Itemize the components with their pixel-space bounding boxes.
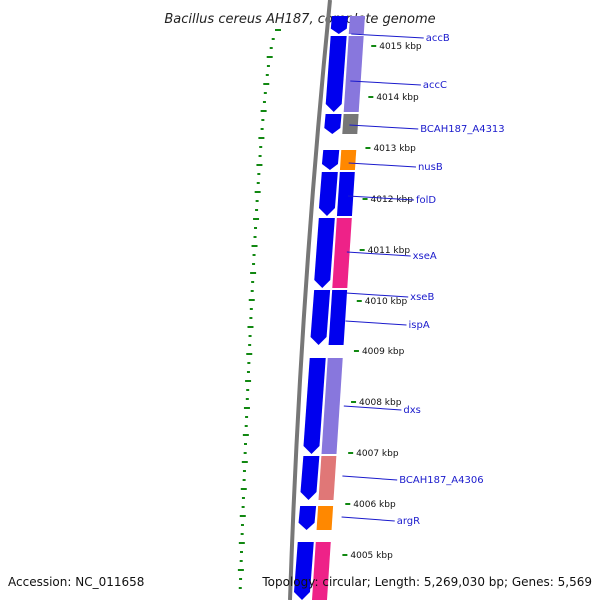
gene-leader-line bbox=[346, 251, 411, 257]
cds-arrow bbox=[314, 218, 335, 288]
cds-arrow bbox=[298, 506, 317, 530]
cds-arrow bbox=[330, 16, 348, 34]
gene-label: BCAH187_A4313 bbox=[420, 124, 504, 135]
feature-box bbox=[332, 218, 352, 288]
gene-leader-line bbox=[341, 516, 395, 522]
gene-label: folD bbox=[416, 195, 436, 206]
cds-arrow bbox=[294, 542, 314, 600]
gc-dotted-ring bbox=[237, 29, 281, 589]
gene-track bbox=[294, 16, 365, 600]
map-title: Bacillus cereus AH187, complete genome bbox=[164, 12, 435, 27]
gene-label: xseA bbox=[413, 251, 437, 262]
cds-arrow bbox=[325, 36, 347, 112]
kbp-ticks: 4015 kbp 4014 kbp 4013 kbp 4012 kbp 4011 kbp… bbox=[342, 42, 422, 561]
gene-label: BCAH187_A4306 bbox=[399, 475, 483, 486]
feature-box bbox=[336, 172, 355, 216]
gene-label: accB bbox=[426, 33, 450, 44]
gene-leader-line bbox=[348, 162, 417, 168]
feature-box bbox=[316, 506, 334, 530]
gene-leader-line bbox=[350, 80, 421, 86]
kbp-tick-label: 4008 kbp bbox=[359, 398, 402, 408]
cds-arrow bbox=[318, 172, 338, 216]
kbp-tick-label: 4011 kbp bbox=[368, 246, 411, 256]
kbp-tick-label: 4010 kbp bbox=[365, 297, 408, 307]
cds-arrow bbox=[300, 456, 320, 500]
feature-box bbox=[328, 290, 348, 345]
kbp-tick-label: 4012 kbp bbox=[371, 195, 414, 205]
kbp-tick-label: 4014 kbp bbox=[376, 93, 419, 103]
feature-box bbox=[312, 542, 331, 600]
feature-box bbox=[348, 16, 365, 34]
gene-label: xseB bbox=[410, 292, 434, 303]
cds-arrow bbox=[310, 290, 331, 345]
feature-box bbox=[318, 456, 337, 500]
kbp-tick-label: 4007 kbp bbox=[356, 449, 399, 459]
feature-box bbox=[339, 150, 357, 170]
kbp-tick-label: 4009 kbp bbox=[362, 347, 405, 357]
gene-leader-line bbox=[345, 320, 407, 326]
kbp-tick-label: 4005 kbp bbox=[350, 551, 393, 561]
kbp-tick-label: 4015 kbp bbox=[379, 42, 422, 52]
gene-label: accC bbox=[423, 80, 447, 91]
gene-label: ispA bbox=[409, 320, 430, 331]
gene-label: dxs bbox=[403, 405, 420, 416]
cds-arrow bbox=[324, 114, 342, 134]
gene-leader-line bbox=[351, 33, 424, 39]
gene-leader-line bbox=[342, 475, 398, 481]
topology-text: Topology: circular; Length: 5,269,030 bp… bbox=[261, 575, 592, 589]
gene-labels: accB accC BCAH187_A4313 nusB folD xseA xseB isp… bbox=[341, 33, 505, 527]
gene-leader-line bbox=[343, 405, 402, 411]
genome-backbone bbox=[288, 0, 332, 600]
kbp-tick-label: 4013 kbp bbox=[373, 144, 416, 154]
cds-arrow bbox=[303, 358, 326, 454]
gene-leader-line bbox=[346, 292, 409, 298]
gene-label: nusB bbox=[418, 162, 443, 173]
feature-box bbox=[343, 36, 364, 112]
accession-text: Accession: NC_011658 bbox=[8, 575, 144, 589]
cds-arrow bbox=[321, 150, 340, 170]
backbone-line bbox=[288, 0, 332, 600]
gene-leader-line bbox=[347, 195, 415, 201]
gene-label: argR bbox=[397, 516, 420, 527]
kbp-tick-label: 4006 kbp bbox=[353, 500, 396, 510]
feature-box bbox=[321, 358, 343, 454]
gene-leader-line bbox=[349, 124, 419, 130]
feature-box bbox=[342, 114, 359, 134]
